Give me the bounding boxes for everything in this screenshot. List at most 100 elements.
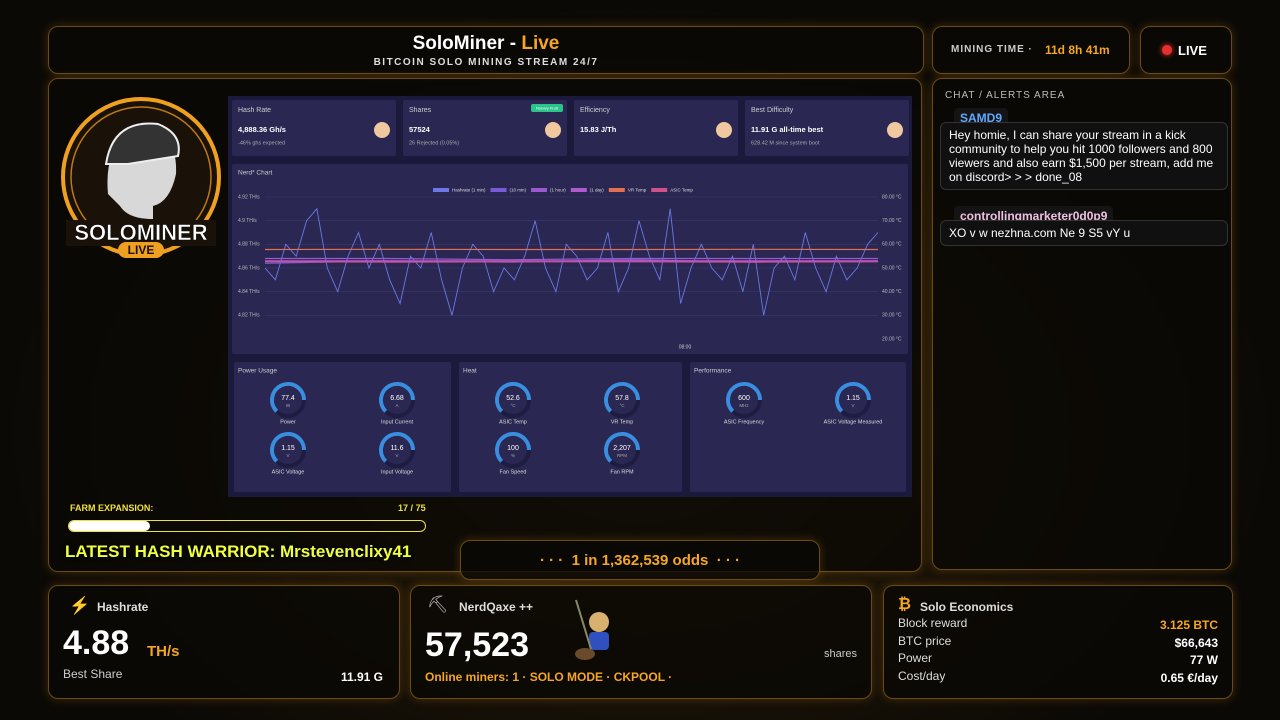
dashboard-content: Hash Rate 4,888.36 Gh/s -46% ghs expected S… — [232, 100, 909, 492]
best-value: 11.91 G — [340, 670, 383, 684]
econ-label: Block reward — [898, 616, 968, 630]
card-title: Hashrate — [97, 600, 149, 614]
pick-icon: ⛏ — [427, 595, 449, 614]
stat-card — [745, 100, 909, 156]
gauge-label: Input Current — [381, 419, 414, 425]
gauge-arc — [495, 382, 531, 413]
logo: SOLOMINER LIVE — [61, 97, 221, 258]
gauge-unit: MHz — [739, 403, 749, 408]
hashrate-unit: TH/s — [147, 643, 180, 660]
stat-title: Efficiency — [580, 107, 610, 114]
miner-card: ⛏ NerdQaxe ++ 57,523 shares Online miner… — [410, 585, 872, 699]
econ-value: 77 W — [1189, 653, 1218, 667]
y-tick-label: 4.88 TH/s — [238, 242, 260, 248]
stat-value: 15.83 J/Th — [580, 125, 617, 134]
logo-cap — [104, 122, 180, 165]
live-badge[interactable]: LIVE — [1140, 26, 1232, 74]
odds-text: · · · 1 in 1,362,539 odds · · · — [539, 552, 741, 569]
econ-value: 0.65 €/day — [1160, 670, 1218, 685]
farm-current: 17 — [398, 503, 409, 513]
econ-label: Cost/day — [898, 668, 946, 683]
farm-sep: / — [410, 503, 414, 513]
gauge-label: Fan RPM — [610, 469, 634, 475]
stat-card — [232, 100, 396, 156]
hashrate-value: 4.88 — [63, 624, 130, 662]
y2-tick-label: 60.00 °C — [882, 242, 902, 248]
stat-card — [403, 100, 567, 156]
gauge-label: ASIC Voltage Measured — [824, 419, 883, 425]
gauge-label: Power — [280, 419, 296, 425]
mining-time-panel: MINING TIME · 11d 8h 41m — [932, 26, 1130, 74]
y2-tick-label: 50.00 °C — [882, 265, 902, 271]
stat-value: 4,888.36 Gh/s — [238, 125, 286, 134]
gauge-value: 1.15 — [846, 395, 860, 402]
legend-swatch — [531, 188, 548, 192]
y-tick-label: 4.86 TH/s — [238, 265, 260, 271]
gauge-value: 52.6 — [506, 395, 520, 402]
gauge-unit: V — [851, 403, 854, 408]
title-sep: - — [509, 33, 517, 54]
gauge-panel-title: Power Usage — [238, 368, 277, 375]
miner-mascot — [575, 599, 609, 660]
stat-icon — [545, 122, 561, 138]
legend-label: ASIC Temp — [670, 188, 693, 193]
gauge-value: 77.4 — [281, 395, 295, 402]
econ-label: BTC price — [898, 633, 952, 648]
shares-value: 57,523 — [425, 626, 529, 664]
stat-badge: Nonary Fruit — [536, 106, 559, 111]
stat-icon — [716, 122, 732, 138]
gauge-unit: V — [395, 453, 398, 458]
legend-swatch — [608, 188, 625, 192]
btc-icon: ₿ — [898, 596, 912, 613]
gauge-unit: V — [286, 453, 289, 458]
best-label: Best Share — [63, 667, 123, 681]
gauge-label: VR Temp — [611, 419, 634, 425]
gauge-value: 2,207 — [613, 445, 631, 452]
gauge-label: ASIC Frequency — [724, 419, 765, 425]
gauge-panel-title: Heat — [463, 368, 477, 375]
econ-value: 3.125 BTC — [1159, 618, 1218, 632]
live-text: LIVE — [1178, 43, 1207, 58]
gauge-value: 57.8 — [615, 395, 629, 402]
mining-time-label: MINING TIME · — [951, 44, 1033, 55]
y2-tick-label: 40.00 °C — [882, 289, 902, 295]
farm-label: FARM EXPANSION: — [70, 503, 154, 513]
gauge-unit: W — [286, 403, 291, 408]
logo-tag: LIVE — [128, 243, 155, 257]
chat-bubble: Hey homie, I can share your stream in a … — [940, 122, 1228, 190]
y-tick-label: 4.82 TH/s — [238, 313, 260, 319]
y-tick-label: 4.9 TH/s — [238, 218, 257, 224]
y2-tick-label: 20.00 °C — [882, 336, 902, 342]
title: SoloMiner - Live — [49, 33, 923, 55]
gauge-arc — [604, 382, 640, 413]
y-tick-label: 4.92 TH/s — [238, 194, 260, 200]
header-panel: SoloMiner - Live BITCOIN SOLO MINING STR… — [48, 26, 924, 74]
gauge-value: 11.6 — [390, 445, 403, 452]
gauge-arc — [835, 382, 871, 413]
gauge-arc — [270, 382, 306, 413]
chart-title: Nerd* Chart — [238, 170, 273, 177]
mining-time-value: 11d 8h 41m — [1045, 43, 1110, 57]
stat-sub: 26 Rejected (0.05%) — [409, 140, 459, 146]
hashrate-card: ⚡ Hashrate 4.88 TH/s Best Share 11.91 G — [48, 585, 400, 699]
legend-label: (1 hour) — [550, 188, 566, 193]
chat-bubble: XO v w nezhna.com Ne 9 S5 vY u — [940, 220, 1228, 246]
stat-title: Hash Rate — [238, 107, 271, 114]
legend-swatch — [570, 188, 587, 192]
stat-value: 11.91 G all-time best — [751, 125, 824, 134]
gauge-arc — [726, 382, 762, 413]
legend-swatch — [490, 188, 507, 192]
stat-icon — [887, 122, 903, 138]
chat-title: CHAT / ALERTS AREA — [945, 90, 1066, 101]
card-title: NerdQaxe ++ — [459, 600, 534, 614]
gauge-label: Input Voltage — [381, 469, 413, 475]
farm-total: 75 — [415, 503, 426, 513]
stat-title: Shares — [409, 107, 432, 114]
gauge-unit: °C — [619, 403, 625, 408]
hash-warrior: LATEST HASH WARRIOR: Mrstevenclixy41 — [65, 542, 412, 561]
stat-value: 57524 — [409, 125, 431, 134]
gauge-value: 600 — [738, 395, 750, 402]
legend-label: (10 min) — [510, 188, 527, 193]
econ-label: Power — [898, 651, 933, 665]
shares-unit: shares — [823, 648, 857, 660]
